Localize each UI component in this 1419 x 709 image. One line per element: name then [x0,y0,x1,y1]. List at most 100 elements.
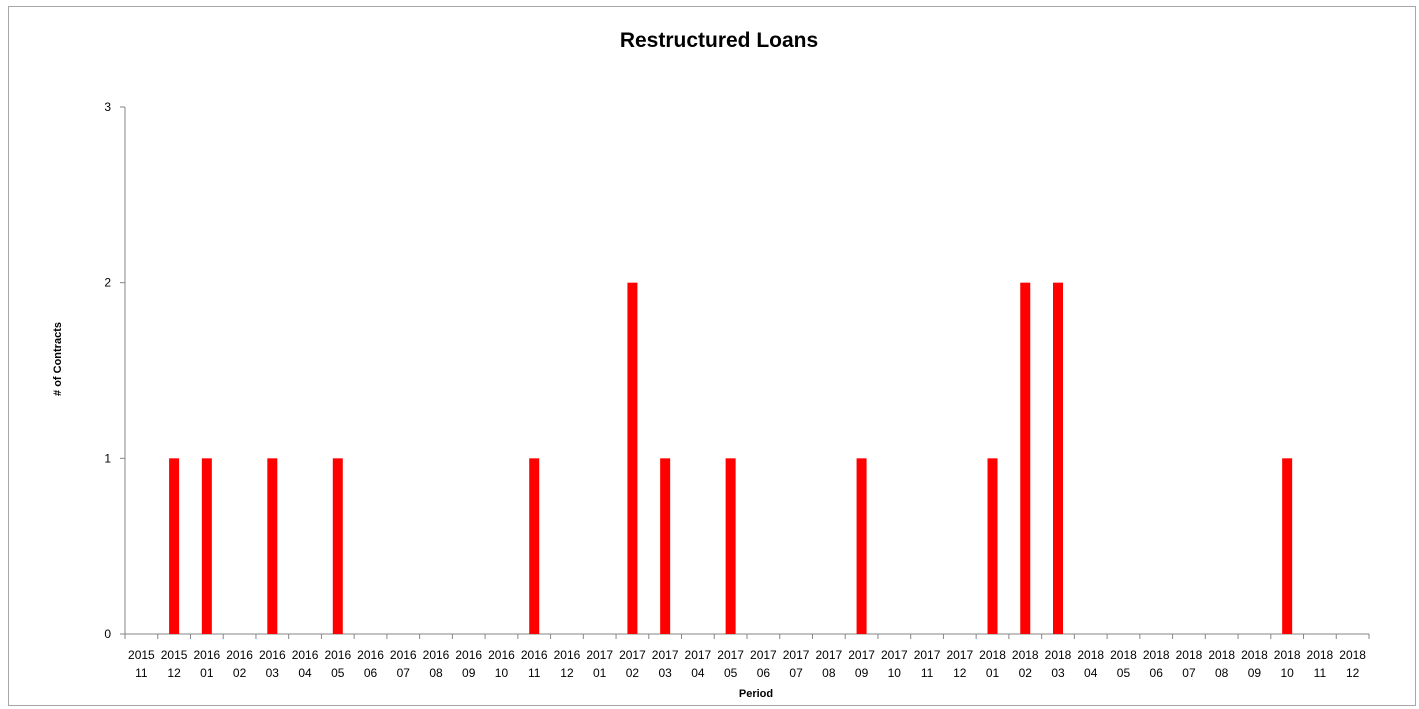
x-tick-label-year: 2017 [914,648,941,662]
bars [169,282,1293,634]
x-tick-label-month: 01 [200,666,214,680]
x-tick-label-month: 01 [593,666,607,680]
x-tick-label-year: 2017 [652,648,679,662]
x-tick-labels: 2015 11 2015 12 2016 01 2016 02 2016 03 2016 04 2016… [128,648,1366,680]
x-tick-label-month: 05 [724,666,738,680]
x-tick-label-year: 2017 [848,648,875,662]
x-tick-label-month: 09 [462,666,476,680]
x-tick-label-month: 12 [953,666,967,680]
bar [725,458,736,634]
x-tick-label-year: 2016 [226,648,253,662]
x-tick-label-year: 2015 [128,648,155,662]
x-tick-label-year: 2018 [1143,648,1170,662]
x-tick-label-year: 2017 [815,648,842,662]
x-tick-label-month: 03 [1051,666,1065,680]
bar-chart: Restructured Loans # of Contracts Period… [52,29,1370,700]
chart-frame: Restructured Loans # of Contracts Period… [8,6,1416,706]
x-tick-label-month: 10 [888,666,902,680]
x-tick-label-month: 03 [658,666,672,680]
x-tick-label-year: 2016 [554,648,581,662]
chart-title: Restructured Loans [620,29,818,52]
x-tick-label-month: 07 [397,666,411,680]
y-tick-label: 1 [104,451,111,465]
bar [1053,282,1063,634]
x-tick-label-month: 05 [331,666,345,680]
x-tick-label-year: 2016 [357,648,384,662]
x-tick-label-month: 02 [233,666,247,680]
x-tick-label-month: 04 [298,666,312,680]
x-tick-label-month: 12 [167,666,181,680]
x-tick-label-year: 2018 [1077,648,1104,662]
y-axis-label: # of Contracts [52,322,64,396]
x-tick-label-year: 2018 [1274,648,1301,662]
x-tick-label-month: 07 [1182,666,1196,680]
bar [1020,282,1031,634]
x-tick-label-year: 2015 [161,648,188,662]
x-tick-label-year: 2016 [423,648,450,662]
x-tick-label-year: 2016 [324,648,351,662]
x-tick-label-year: 2016 [193,648,220,662]
x-tick-label-month: 10 [1280,666,1294,680]
bar [627,282,638,634]
x-tick-label-year: 2018 [1045,648,1072,662]
x-tick-label-year: 2017 [619,648,646,662]
x-tick-label-month: 06 [757,666,771,680]
x-tick-label-year: 2018 [979,648,1006,662]
x-tick-label-year: 2018 [1307,648,1334,662]
x-tick-label-month: 11 [921,666,934,680]
bar [332,458,343,634]
x-tick-label-month: 08 [429,666,443,680]
x-tick-label-year: 2017 [783,648,810,662]
x-tick-label-month: 08 [1215,666,1229,680]
x-tick-label-month: 01 [986,666,1000,680]
x-tick-label-month: 11 [528,666,541,680]
x-tick-label-month: 02 [1019,666,1033,680]
x-tick-label-year: 2017 [586,648,613,662]
x-tick-label-year: 2018 [1208,648,1235,662]
x-tick-label-year: 2016 [521,648,548,662]
x-tick-label-month: 11 [135,666,148,680]
x-tick-label-month: 09 [1248,666,1262,680]
bar [529,458,540,634]
y-tick-labels: 0 1 2 3 [104,100,111,641]
x-tick-label-year: 2016 [455,648,482,662]
x-tick-label-month: 10 [495,666,509,680]
x-tick-label-month: 12 [1346,666,1360,680]
x-tick-label-year: 2016 [390,648,417,662]
bar [169,458,180,634]
x-tick-label-year: 2017 [750,648,777,662]
y-tick-label: 3 [104,100,111,114]
x-tick-label-month: 02 [626,666,640,680]
bar [1282,458,1293,634]
x-tick-label-year: 2018 [1241,648,1268,662]
x-tick-label-month: 12 [560,666,574,680]
x-tick-label-year: 2018 [1012,648,1039,662]
x-tick-label-month: 04 [691,666,705,680]
x-tick-label-month: 05 [1117,666,1131,680]
x-tick-label-month: 06 [364,666,378,680]
x-tick-label-year: 2016 [488,648,515,662]
x-axis-label: Period [739,688,773,700]
x-tick-label-year: 2017 [946,648,973,662]
x-tick-label-month: 06 [1150,666,1164,680]
x-tick-label-month: 08 [822,666,836,680]
bar [660,458,671,634]
bar [267,458,278,634]
bar [201,458,212,634]
x-tick-label-year: 2016 [292,648,319,662]
bar [987,458,998,634]
x-tick-label-month: 07 [789,666,803,680]
y-tick-label: 0 [104,627,111,641]
x-tick-label-year: 2018 [1176,648,1203,662]
x-tick-label-year: 2018 [1339,648,1366,662]
x-tick-label-month: 11 [1314,666,1327,680]
bar [856,458,867,634]
x-tick-label-year: 2017 [717,648,744,662]
x-tick-label-month: 09 [855,666,869,680]
axes [120,106,1370,639]
x-tick-label-year: 2017 [685,648,712,662]
x-tick-label-year: 2017 [881,648,908,662]
x-tick-label-year: 2018 [1110,648,1137,662]
x-tick-label-month: 04 [1084,666,1098,680]
y-tick-label: 2 [104,276,111,290]
